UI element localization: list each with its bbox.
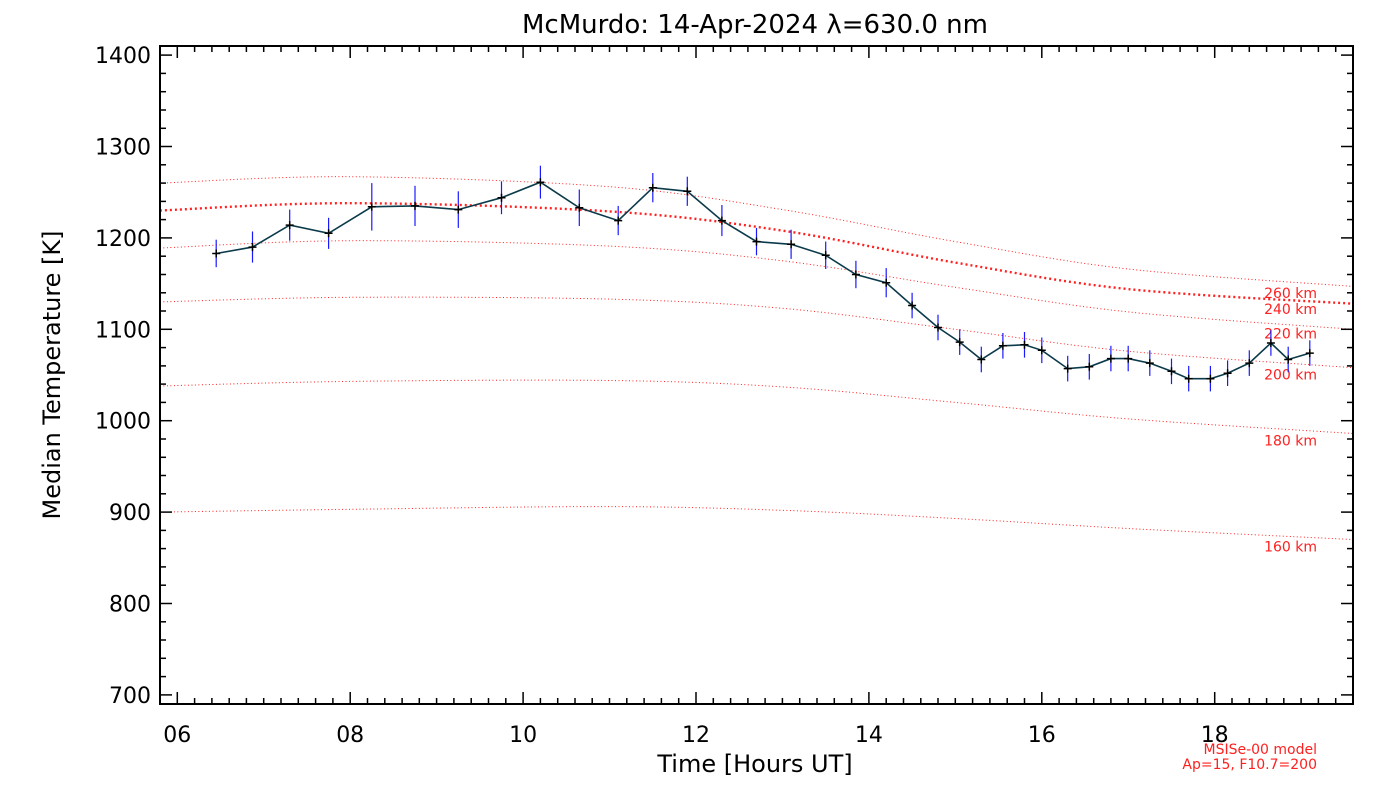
data-point	[752, 237, 761, 246]
data-point	[575, 203, 584, 212]
data-point	[212, 249, 221, 258]
model-line-label-160-km: 160 km	[1264, 539, 1317, 555]
data-point	[1206, 374, 1215, 383]
data-point	[1266, 339, 1275, 347]
x-tick-label: 12	[682, 723, 710, 748]
data-point	[497, 193, 506, 202]
x-tick-label: 16	[1028, 723, 1056, 748]
model-line-label-240-km: 240 km	[1264, 302, 1317, 318]
y-tick-label: 1200	[95, 227, 151, 252]
data-point	[648, 183, 657, 192]
data-point	[821, 251, 830, 260]
data-point	[882, 278, 891, 287]
data-point	[851, 270, 860, 279]
data-point	[1124, 354, 1133, 363]
x-tick-label: 14	[855, 723, 883, 748]
data-series	[212, 165, 1314, 392]
x-tick-label: 18	[1201, 723, 1229, 748]
model-line-200-km	[159, 296, 1354, 369]
data-point	[536, 178, 545, 187]
x-tick-label: 10	[509, 723, 537, 748]
data-point	[614, 216, 623, 225]
data-point	[683, 187, 692, 196]
y-tick-label: 1000	[95, 410, 151, 435]
data-point	[934, 323, 942, 332]
model-line-label-220-km: 220 km	[1264, 326, 1317, 342]
data-point	[1167, 367, 1176, 376]
model-annotation-line-1: MSISe-00 model	[1203, 742, 1317, 758]
y-tick-label: 1300	[95, 136, 151, 161]
model-line-240-km	[159, 201, 1354, 305]
data-point	[1184, 374, 1193, 383]
data-point	[367, 202, 376, 211]
x-axis-label: Time [Hours UT]	[656, 750, 852, 778]
y-tick-label: 1400	[95, 44, 151, 69]
data-point	[977, 355, 986, 364]
y-tick-label: 1100	[95, 318, 151, 343]
model-line-label-180-km: 180 km	[1264, 433, 1317, 449]
data-point	[908, 301, 917, 310]
data-point	[454, 205, 463, 214]
model-annotation-line-2: Ap=15, F10.7=200	[1182, 757, 1317, 773]
data-point	[1085, 362, 1094, 371]
data-point	[1284, 355, 1293, 364]
y-tick-label: 700	[109, 684, 151, 709]
model-line-220-km	[159, 240, 1354, 330]
data-point	[1063, 364, 1072, 373]
data-point	[787, 240, 796, 249]
chart-title: McMurdo: 14-Apr-2024 λ=630.0 nm	[522, 10, 988, 40]
series-line-0	[216, 181, 1311, 380]
data-point	[411, 201, 419, 210]
data-point	[1037, 346, 1046, 355]
y-tick-label: 800	[109, 593, 151, 618]
data-point	[1106, 354, 1115, 363]
model-line-label-200-km: 200 km	[1264, 368, 1317, 384]
data-point	[955, 338, 964, 347]
x-tick-label: 06	[163, 723, 191, 748]
y-tick-label: 900	[109, 501, 151, 526]
data-point	[1145, 359, 1154, 368]
data-point	[1305, 349, 1314, 358]
plot-frame	[159, 45, 1354, 705]
data-point	[717, 216, 726, 225]
y-axis-label: Median Temperature [K]	[38, 230, 66, 519]
data-point	[285, 221, 294, 230]
data-point	[324, 229, 333, 238]
data-point	[998, 341, 1007, 350]
model-line-label-260-km: 260 km	[1264, 286, 1317, 302]
axes: 06 08 10 12 14 16 18 700 800 900 1000 1100 1200 1300 1…	[95, 44, 1354, 748]
x-tick-label: 08	[336, 723, 364, 748]
model-line-180-km	[159, 379, 1354, 434]
data-point	[1020, 340, 1029, 349]
data-point	[1245, 359, 1254, 368]
model-line-160-km	[159, 506, 1354, 540]
data-point	[248, 243, 257, 252]
data-point	[1223, 369, 1232, 378]
